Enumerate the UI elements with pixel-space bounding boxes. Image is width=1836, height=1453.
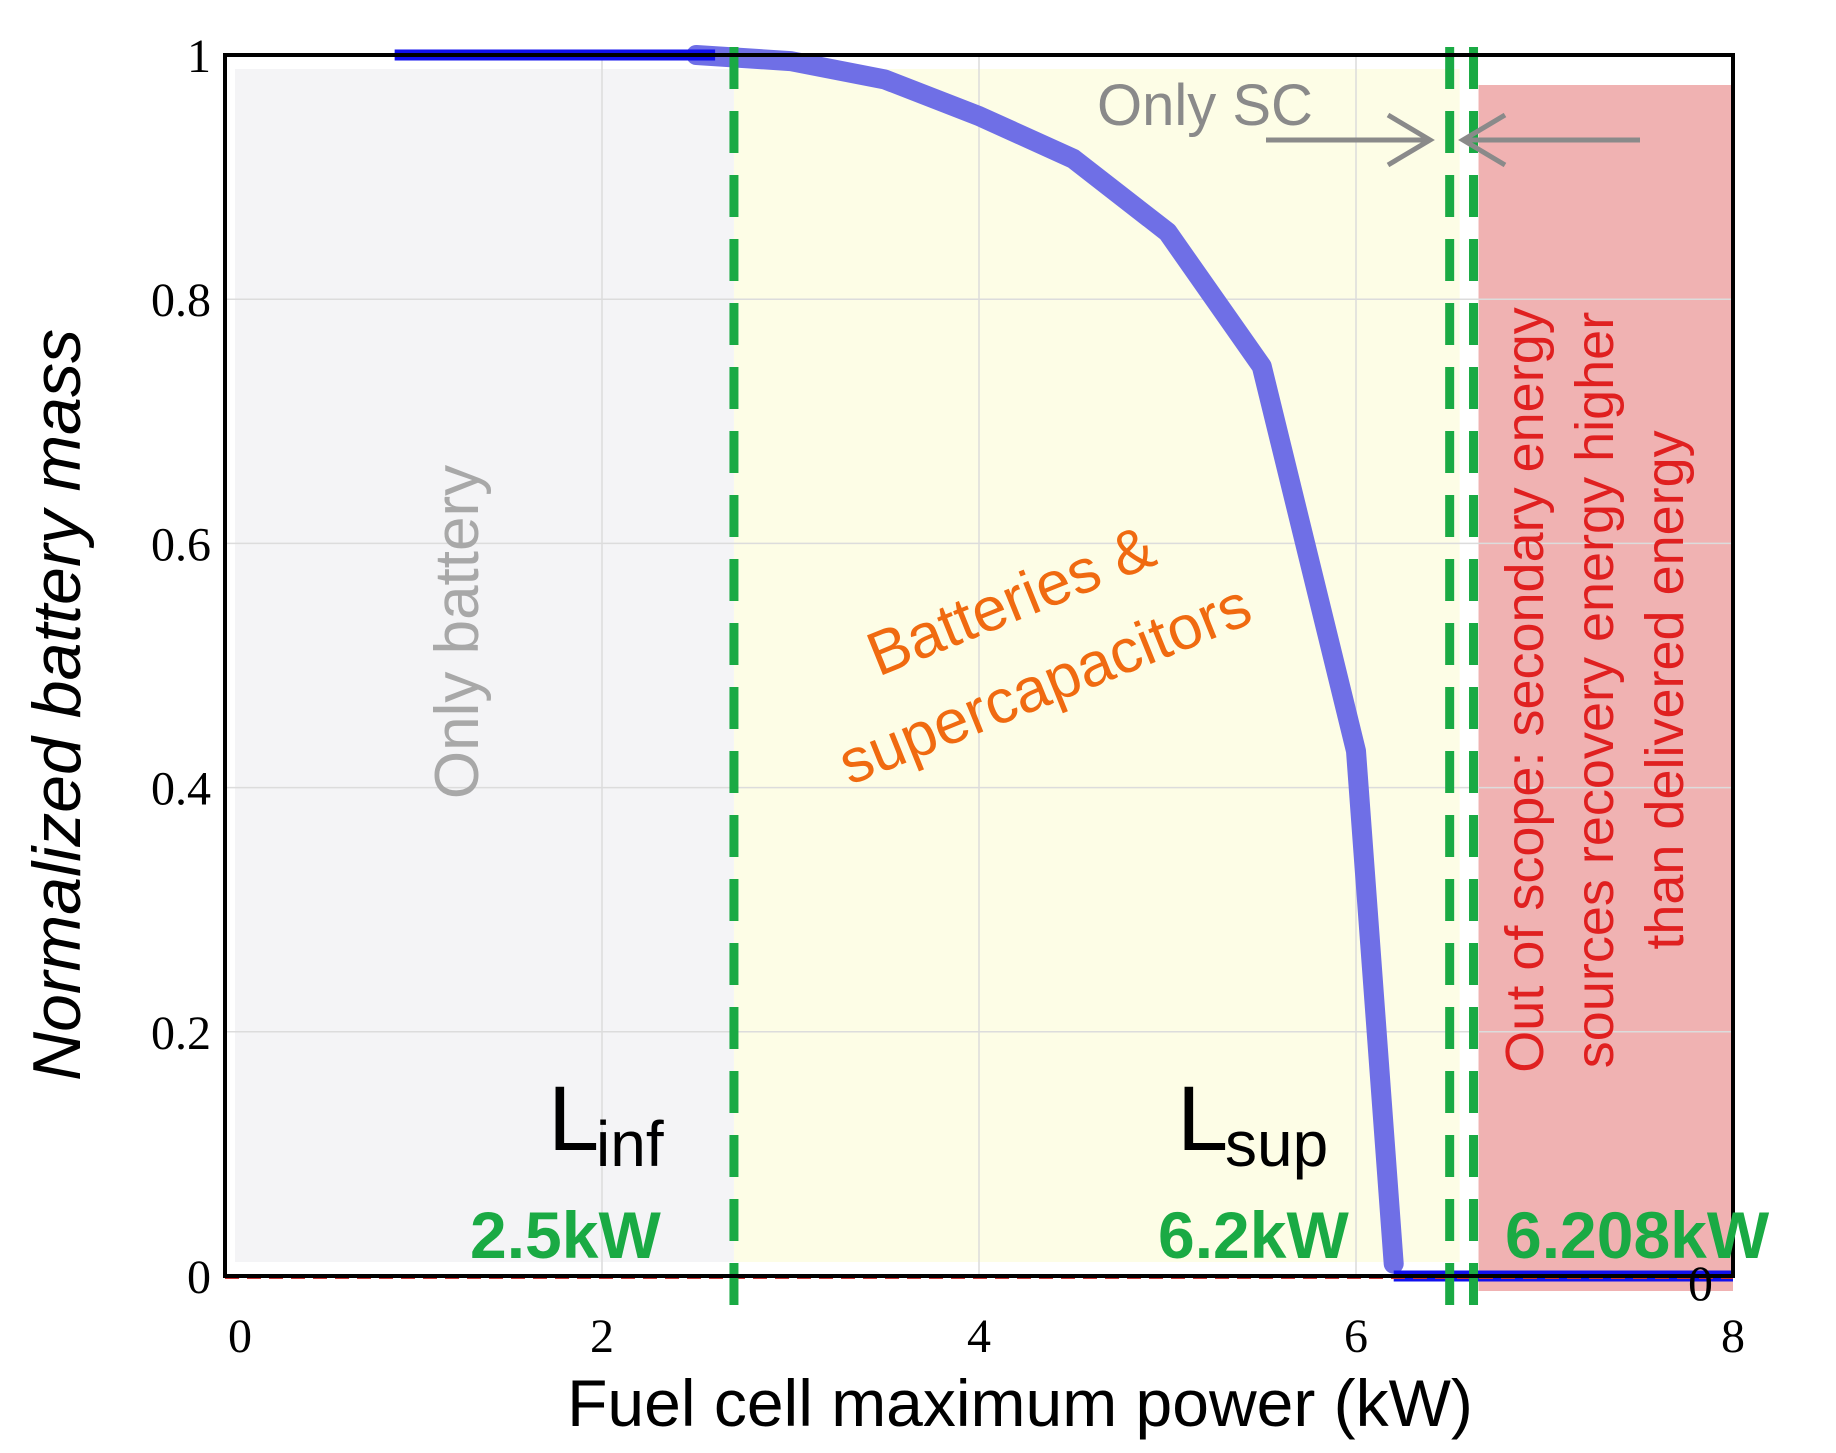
y-tick-label: 0 [187, 1251, 211, 1304]
x-tick-label: 0 [228, 1310, 252, 1363]
grid [225, 55, 1733, 1276]
arrow-right-head [1386, 112, 1435, 168]
y-tick-labels: 0 0.2 0.4 0.6 0.8 1 [151, 30, 211, 1304]
x-tick-labels: 0 2 4 6 8 [228, 1310, 1745, 1363]
limit-lines [729, 47, 1479, 1324]
y-tick-label: 0.8 [151, 274, 211, 327]
y-tick-label: 0.2 [151, 1007, 211, 1060]
y-tick-label: 1 [187, 30, 211, 83]
series-line-0 [686, 45, 1404, 1274]
only-battery-label: Only battery [423, 465, 492, 799]
x-axis-label: Fuel cell maximum power (kW) [567, 1366, 1473, 1440]
l-sup-value-label: 6.2kW [1158, 1198, 1349, 1272]
x-tick-label: 8 [1721, 1310, 1745, 1363]
only-sc-label: Only SC [1097, 73, 1313, 138]
x-tick-label: 6 [1344, 1310, 1368, 1363]
y-axis-label: Normalized battery mass [19, 329, 95, 1081]
y-tick-label: 0.4 [151, 763, 211, 816]
l-inf-name: L [548, 1068, 599, 1170]
l-sup-name: L [1177, 1068, 1228, 1170]
x-tick-label: 2 [590, 1310, 614, 1363]
out-of-scope-label: Out of scope: secondary energy sources r… [1495, 307, 1695, 1072]
l-inf-subscript: inf [596, 1108, 664, 1180]
out-of-scope-line3: than delivered energy [1635, 430, 1695, 949]
l-sup-label: L sup [1177, 1068, 1328, 1180]
l-inf-label: L inf [548, 1068, 664, 1180]
plot-frame [223, 53, 1735, 1278]
l-sup-subscript: sup [1225, 1108, 1328, 1180]
region-only-battery [235, 69, 734, 1262]
l-inf-value-label: 2.5kW [470, 1198, 661, 1272]
only-sc-arrows [1266, 112, 1640, 168]
stray-zero-label: 0 [1688, 1255, 1713, 1311]
y-tick-label: 0.6 [151, 518, 211, 571]
scope-limit-value-label: 6.208kW [1505, 1198, 1770, 1272]
region-out-of-scope [1478, 85, 1733, 1291]
x-tick-label: 4 [967, 1310, 991, 1363]
out-of-scope-line2: sources recovery energy higher [1565, 312, 1625, 1068]
out-of-scope-line1: Out of scope: secondary energy [1495, 307, 1555, 1072]
arrow-left-head [1458, 112, 1507, 168]
